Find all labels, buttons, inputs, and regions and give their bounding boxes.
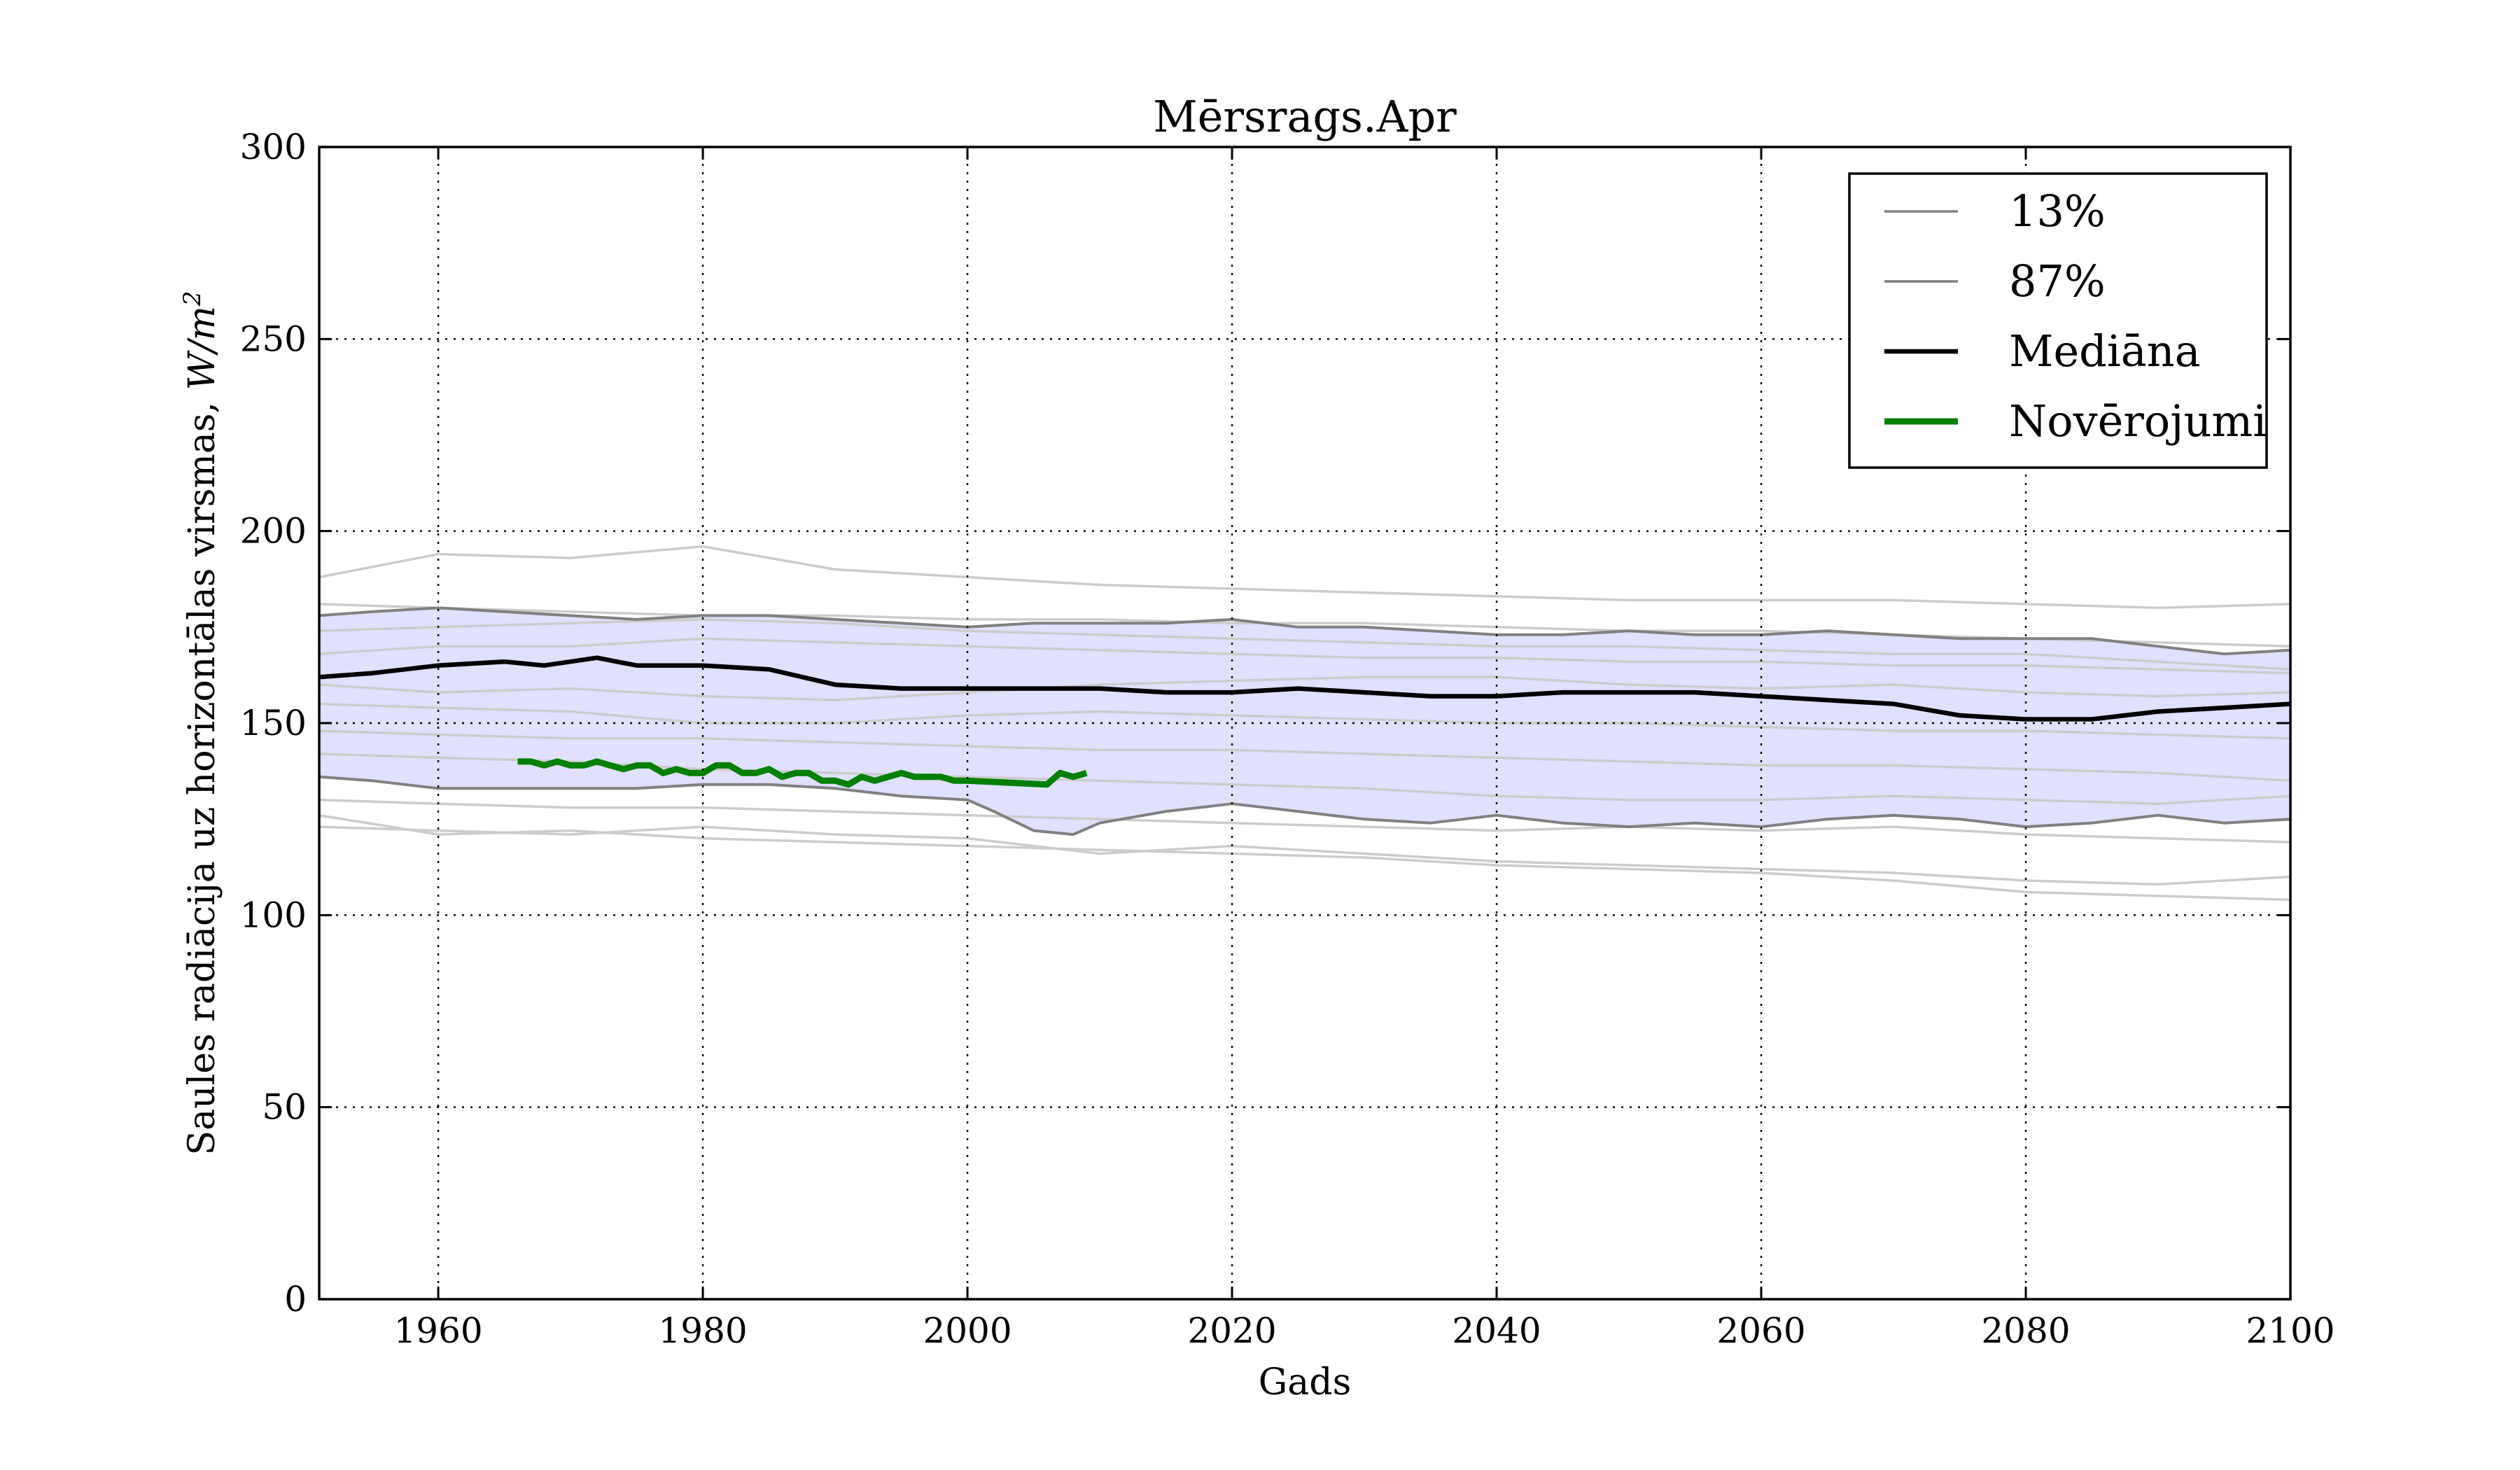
y-axis-label-text: Saules radiācija uz horizontālas virsmas… xyxy=(181,390,223,1155)
y-tick-label: 50 xyxy=(262,1087,307,1128)
ensemble-line-2 xyxy=(319,603,2290,648)
y-axis-label-exponent: 2 xyxy=(178,290,206,307)
y-tick-label: 100 xyxy=(240,895,307,935)
ensemble-line-6 xyxy=(319,702,2290,740)
axis-ticks xyxy=(319,146,2292,1301)
legend-label-3: Mediāna xyxy=(2009,326,2201,377)
x-tick-label: 2080 xyxy=(1981,1310,2070,1351)
x-tick-label: 2060 xyxy=(1716,1310,1805,1351)
x-tick-label: 2020 xyxy=(1187,1310,1276,1351)
chart-title: Mērsrags.Apr xyxy=(1153,91,1457,142)
x-tick-label: 2040 xyxy=(1452,1310,1541,1351)
y-axis-label: Saules radiācija uz horizontālas virsmas… xyxy=(178,290,223,1155)
y-tick-label: 250 xyxy=(240,318,307,359)
ensemble-line-7 xyxy=(319,729,2290,783)
legend-label-2: 87% xyxy=(2009,255,2106,307)
x-tick-labels: 1960 1980 2000 2020 2040 2060 2080 2100 xyxy=(393,1310,2334,1351)
ensemble-line-3 xyxy=(319,618,2290,671)
x-tick-label: 1980 xyxy=(658,1310,747,1351)
series-line-87 xyxy=(319,606,2290,656)
legend: 13% 87% Mediāna Novērojumi xyxy=(1848,172,2268,469)
ensemble-line-11 xyxy=(319,813,2290,902)
y-tick-labels: 0 50 100 150 200 250 300 xyxy=(240,127,307,1320)
grid xyxy=(319,147,2290,1299)
y-tick-label: 0 xyxy=(284,1279,307,1320)
ensemble-line-5 xyxy=(319,676,2290,701)
ensemble-line-4 xyxy=(319,637,2290,675)
series-line-median xyxy=(319,655,2290,722)
y-tick-label: 300 xyxy=(240,127,307,167)
ensemble-line-1 xyxy=(319,545,2290,610)
ensemble-line-9 xyxy=(319,798,2290,844)
y-tick-label: 150 xyxy=(240,703,307,743)
y-axis-label-unit: W/m xyxy=(181,306,223,390)
x-axis-label: Gads xyxy=(1259,1362,1352,1404)
x-tick-label: 2100 xyxy=(2246,1310,2334,1351)
y-tick-label: 200 xyxy=(240,511,307,552)
legend-label-1: 13% xyxy=(2009,186,2106,237)
ensemble-members xyxy=(319,545,2290,902)
series-line-observations xyxy=(517,758,1088,788)
x-tick-label: 2000 xyxy=(923,1310,1011,1351)
legend-label-4: Novērojumi xyxy=(2009,396,2267,447)
ensemble-line-10 xyxy=(319,825,2290,886)
x-tick-label: 1960 xyxy=(393,1310,482,1351)
